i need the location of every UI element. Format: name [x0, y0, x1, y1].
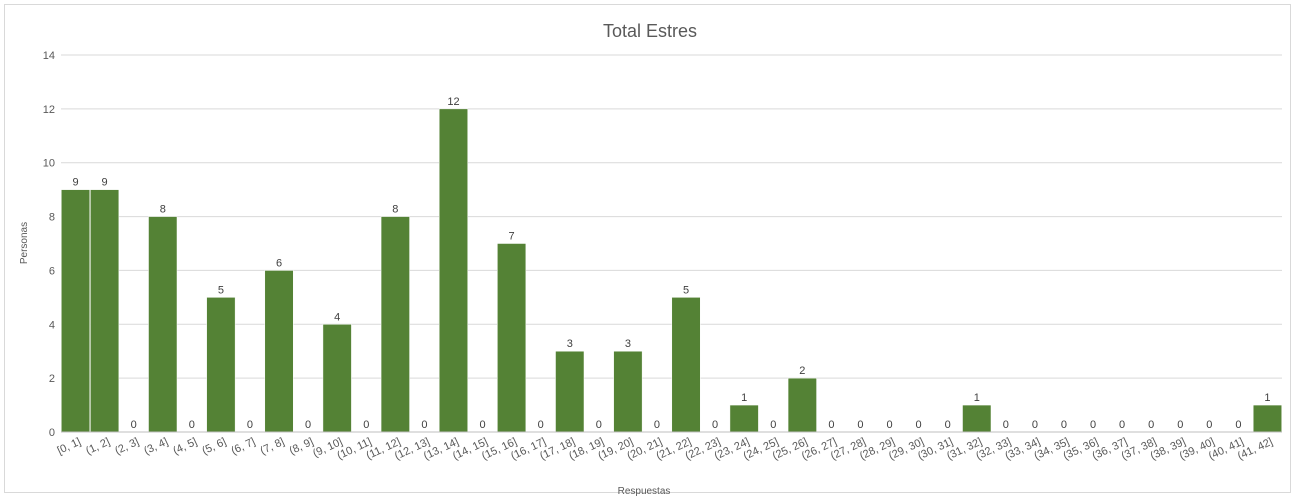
data-label: 4 — [334, 311, 340, 323]
data-label: 0 — [189, 419, 195, 431]
bar — [148, 216, 178, 433]
data-label: 0 — [596, 419, 602, 431]
x-tick-label: (2, 3] — [113, 436, 141, 457]
x-tick-label: (8, 9] — [288, 436, 316, 457]
data-label: 0 — [538, 419, 544, 431]
data-label: 6 — [276, 257, 282, 269]
x-axis-title: Respuestas — [618, 486, 671, 497]
chart-title: Total Estres — [603, 21, 697, 41]
gridlines — [61, 54, 1282, 379]
bar — [264, 270, 294, 433]
y-tick-label: 8 — [49, 212, 55, 224]
data-label: 0 — [421, 419, 427, 431]
y-tick-label: 4 — [49, 319, 55, 331]
y-tick-label: 10 — [43, 158, 55, 170]
data-label: 12 — [447, 96, 459, 108]
x-tick-label: (7, 8] — [259, 436, 287, 457]
y-axis-title: Personas — [19, 222, 30, 264]
data-label: 1 — [1264, 392, 1270, 404]
data-label: 0 — [1032, 419, 1038, 431]
data-label: 0 — [363, 419, 369, 431]
data-label: 0 — [1119, 419, 1125, 431]
bar — [206, 297, 236, 433]
data-label: 0 — [1235, 419, 1241, 431]
y-tick-label: 2 — [49, 373, 55, 385]
data-label: 0 — [131, 419, 137, 431]
data-label: 0 — [857, 419, 863, 431]
bar — [962, 404, 992, 433]
bar — [322, 324, 352, 433]
data-label: 3 — [567, 338, 573, 350]
x-tick-label: (5, 6] — [200, 436, 228, 457]
bar — [787, 377, 817, 433]
x-tick-label: (6, 7] — [229, 436, 257, 457]
data-label: 1 — [974, 392, 980, 404]
y-tick-label: 14 — [43, 50, 55, 62]
x-tick-label: [0, 1] — [56, 436, 83, 457]
bar — [438, 108, 468, 433]
data-label: 5 — [683, 284, 689, 296]
bar — [90, 189, 120, 433]
data-label: 0 — [1206, 419, 1212, 431]
data-label: 0 — [1003, 419, 1009, 431]
data-label: 8 — [392, 204, 398, 216]
bars — [61, 108, 1282, 433]
y-tick-label: 0 — [49, 427, 55, 439]
bar — [1252, 404, 1282, 433]
data-label: 5 — [218, 284, 224, 296]
bar — [380, 216, 410, 433]
y-axis-ticks: 0 2 4 6 8 10 12 14 — [43, 50, 55, 439]
data-label: 1 — [741, 392, 747, 404]
x-axis-ticks: [0, 1] (1, 2] (2, 3] (3, 4] (4, 5] (5, 6] (6, … — [56, 436, 1275, 463]
bar — [613, 350, 643, 433]
data-label: 0 — [916, 419, 922, 431]
data-label: 8 — [160, 204, 166, 216]
data-label: 0 — [828, 419, 834, 431]
data-label: 2 — [799, 365, 805, 377]
data-label: 0 — [247, 419, 253, 431]
x-tick-label: (3, 4] — [142, 436, 170, 457]
data-label: 0 — [712, 419, 718, 431]
data-label: 0 — [1148, 419, 1154, 431]
data-label: 0 — [770, 419, 776, 431]
bar — [729, 404, 759, 433]
data-label: 7 — [509, 231, 515, 243]
data-label: 0 — [654, 419, 660, 431]
data-label: 0 — [479, 419, 485, 431]
y-tick-label: 12 — [43, 104, 55, 116]
data-label: 0 — [1090, 419, 1096, 431]
y-tick-label: 6 — [49, 265, 55, 277]
data-label: 0 — [1177, 419, 1183, 431]
data-label: 0 — [1061, 419, 1067, 431]
data-label: 0 — [305, 419, 311, 431]
data-labels: 9 9 0 8 0 5 0 6 0 4 0 8 0 12 0 7 0 3 0 3 0 5 0 1 0 2 0 0 0 0 0 1 0 0 0 0 0 0 0… — [72, 96, 1270, 431]
data-label: 3 — [625, 338, 631, 350]
data-label: 9 — [72, 177, 78, 189]
data-label: 0 — [886, 419, 892, 431]
bar — [671, 297, 701, 433]
bar — [61, 189, 91, 433]
data-label: 0 — [945, 419, 951, 431]
data-label: 9 — [102, 177, 108, 189]
bar — [497, 243, 527, 433]
bar — [555, 350, 585, 433]
x-tick-label: (1, 2] — [84, 436, 112, 457]
x-tick-label: (4, 5] — [171, 436, 199, 457]
